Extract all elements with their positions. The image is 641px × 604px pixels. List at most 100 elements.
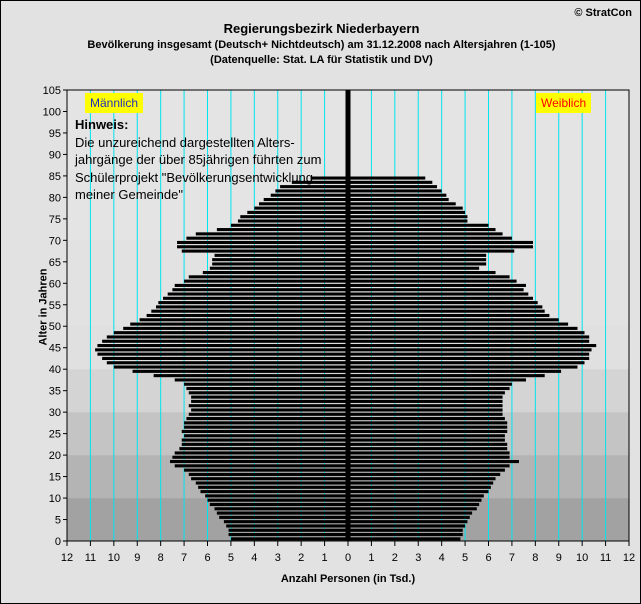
bar-male xyxy=(209,266,348,270)
bar-female xyxy=(348,533,463,537)
y-tick-label: 25 xyxy=(49,429,61,441)
note-heading: Hinweis: xyxy=(75,117,129,132)
bar-female xyxy=(348,309,545,313)
bar-female xyxy=(348,417,505,421)
bar-male xyxy=(191,395,348,399)
bar-male xyxy=(202,271,348,275)
bar-female xyxy=(348,253,487,257)
bar-male xyxy=(170,459,348,464)
y-tick-label: 0 xyxy=(55,536,61,548)
y-tick-label: 70 xyxy=(49,235,61,247)
y-tick-label: 105 xyxy=(43,85,61,97)
bar-female xyxy=(348,236,512,240)
bar-female xyxy=(348,335,590,339)
bar-male xyxy=(230,537,348,541)
bar-female xyxy=(348,313,550,318)
bar-male xyxy=(219,515,348,519)
y-tick-label: 5 xyxy=(55,515,61,527)
bar-male xyxy=(123,326,348,330)
bar-male xyxy=(186,236,348,240)
x-tick-label: 10 xyxy=(576,552,588,564)
bar-male xyxy=(237,219,348,223)
bar-female xyxy=(348,378,526,382)
bar-female xyxy=(348,344,597,348)
bar-female xyxy=(348,283,526,287)
bar-female xyxy=(348,490,489,494)
y-tick-label: 40 xyxy=(49,364,61,376)
bar-male xyxy=(158,301,348,305)
bar-female xyxy=(348,399,503,403)
x-tick-label: 0 xyxy=(345,552,351,564)
bar-female xyxy=(348,451,510,455)
bar-male xyxy=(181,429,348,434)
bar-female xyxy=(348,361,585,365)
bar-female xyxy=(348,193,447,197)
y-tick-label: 60 xyxy=(49,278,61,290)
x-tick-label: 2 xyxy=(392,552,398,564)
bar-male xyxy=(280,185,348,189)
y-tick-label: 30 xyxy=(49,407,61,419)
legend-female: Weiblich xyxy=(536,93,592,113)
y-tick-label: 75 xyxy=(49,214,61,226)
bar-female xyxy=(348,468,505,472)
bar-male xyxy=(184,468,348,472)
bar-female xyxy=(348,228,496,232)
bar-male xyxy=(191,477,348,481)
bar-male xyxy=(95,348,348,352)
bar-male xyxy=(214,253,348,257)
bar-male xyxy=(263,197,348,202)
bar-male xyxy=(247,210,348,214)
bar-female xyxy=(348,279,517,283)
x-tick-label: 11 xyxy=(600,552,611,564)
bar-female xyxy=(348,515,470,519)
center-axis xyxy=(345,90,351,541)
bar-male xyxy=(179,447,348,451)
bar-female xyxy=(348,185,437,189)
bar-male xyxy=(191,408,348,412)
bar-female xyxy=(348,197,449,202)
bar-female xyxy=(348,266,480,270)
bar-female xyxy=(348,206,463,210)
bar-female xyxy=(348,245,533,249)
bar-male xyxy=(174,378,348,382)
bar-male xyxy=(188,472,348,476)
bar-female xyxy=(348,189,442,193)
bar-female xyxy=(348,408,503,412)
bar-female xyxy=(348,223,489,227)
bar-male xyxy=(310,176,348,180)
x-tick-label: 9 xyxy=(134,552,140,564)
bar-female xyxy=(348,434,505,438)
bar-female xyxy=(348,524,466,528)
x-tick-label: 5 xyxy=(228,552,234,564)
bar-female xyxy=(348,352,590,356)
note-line: meiner Gemeinde" xyxy=(75,187,183,202)
bar-female xyxy=(348,305,543,309)
bar-male xyxy=(184,434,348,438)
bar-male xyxy=(207,498,348,502)
bar-female xyxy=(348,219,468,223)
bar-female xyxy=(348,232,503,236)
bar-female xyxy=(348,271,496,275)
bar-male xyxy=(153,374,348,378)
bar-male xyxy=(188,275,348,279)
bar-male xyxy=(205,494,348,498)
bar-female xyxy=(348,240,533,245)
bar-male xyxy=(270,193,348,197)
note-line: Schülerprojekt "Bevölkerungsentwicklung xyxy=(75,169,314,185)
bar-male xyxy=(259,202,348,206)
bar-female xyxy=(348,528,463,532)
bar-female xyxy=(348,249,515,253)
bar-male xyxy=(223,520,348,524)
bar-female xyxy=(348,494,484,498)
bar-male xyxy=(184,382,348,386)
y-tick-label: 20 xyxy=(49,450,61,462)
bar-male xyxy=(181,438,348,442)
bar-female xyxy=(348,455,510,459)
bar-male xyxy=(163,296,348,300)
bar-male xyxy=(188,391,348,395)
x-tick-label: 5 xyxy=(462,552,468,564)
bar-female xyxy=(348,176,426,180)
x-tick-label: 3 xyxy=(415,552,421,564)
bar-male xyxy=(216,228,348,232)
bar-female xyxy=(348,258,487,262)
